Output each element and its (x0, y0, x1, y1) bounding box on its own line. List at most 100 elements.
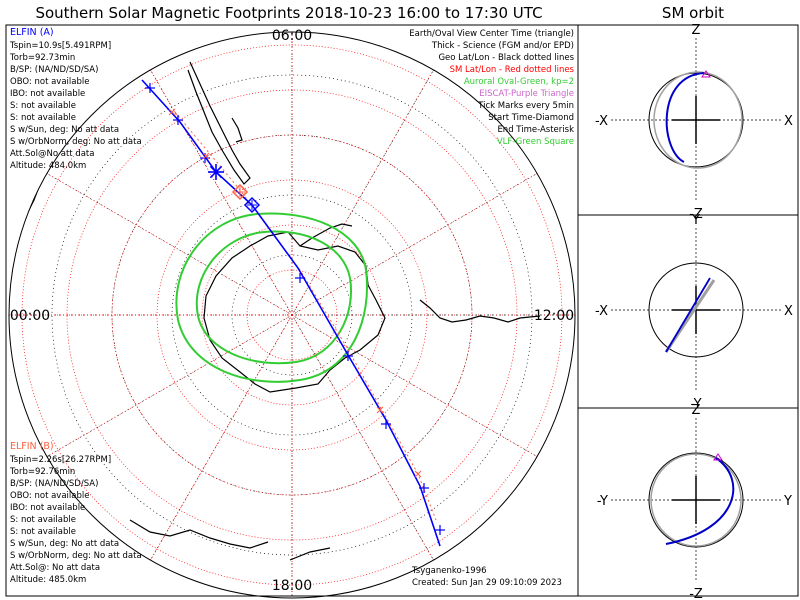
australia-coast (129, 519, 269, 549)
sm-lon-line (46, 173, 293, 316)
legend: Earth/Oval View Center Time (triangle) Th… (409, 29, 574, 147)
orbit-axis-label: Z (692, 23, 701, 38)
info-line: OBO: not available (10, 77, 89, 87)
info-line: S w/OrbNorm, deg: No att data (10, 137, 142, 147)
sm-orbit-panels: Z -Z -X X Y -Y -X X Z -Z -Y Y (595, 23, 793, 600)
sm-grid (9, 32, 575, 596)
legend-line: Thick - Science (FGM and/or EPD) (431, 41, 574, 51)
orbit-panel: Z -Z -X X (595, 23, 793, 222)
sm-lon-line (291, 314, 434, 561)
sm-orbit-title: SM orbit (662, 4, 724, 22)
model-credit: Tsyganenko-1996 (411, 566, 487, 576)
info-line: Torb=92.73min (9, 53, 75, 63)
legend-line: VLF-Green Square (497, 137, 574, 147)
time-label-left: 00:00 (10, 308, 50, 324)
orbit-trace-a (665, 277, 711, 353)
elfin-b-tick (414, 470, 422, 478)
earth-circle (648, 72, 744, 168)
legend-line: Auroral Oval-Green, kp=2 (464, 77, 574, 87)
legend-line: Earth/Oval View Center Time (triangle) (409, 29, 574, 39)
info-line: S: not available (10, 515, 76, 525)
orbit-axis-label: X (784, 114, 793, 129)
elfin-b-tick (376, 406, 384, 414)
polar-map: 06:00 00:00 12:00 18:00 (8, 28, 576, 599)
elfin-a-info: ELFIN (A) Tspin=10.9s[5.491RPM] Torb=92.7… (9, 27, 142, 171)
legend-line: Tick Marks every 5min (477, 101, 574, 111)
earth-circle (648, 262, 744, 358)
info-line: S: not available (10, 527, 76, 537)
orbit-axis-label: Z (692, 403, 701, 418)
info-line: S w/Sun, deg: No att data (10, 125, 119, 135)
orbit-panel: Z -Z -Y Y (597, 403, 792, 600)
elfin-b-info: ELFIN (B) Tspin=2.26s[26.27RPM] Torb=92.7… (9, 441, 142, 585)
sm-lon-line (291, 314, 538, 457)
info-line: B/SP: (NA/ND/SD/SA) (10, 479, 98, 489)
elfin-b-tick (168, 108, 176, 116)
satellite-tracks (141, 79, 445, 547)
elfin-b-start-diamond (231, 183, 249, 201)
created-credit: Created: Sun Jan 29 09:10:09 2023 (412, 578, 562, 588)
orbit-trace-a (665, 457, 735, 545)
auroral-oval (175, 212, 368, 383)
elfin-a-name: ELFIN (A) (10, 27, 54, 38)
sm-lon-line (291, 173, 538, 316)
africa-coast (419, 299, 541, 323)
info-line: Altitude: 484.0km (10, 161, 86, 171)
info-line: Torb=92.76min (9, 467, 75, 477)
legend-line: Start Time-Diamond (488, 113, 574, 123)
info-line: Att.Sol@: No att data (10, 563, 100, 573)
sm-lon-line (150, 314, 293, 561)
time-label-right: 12:00 (534, 308, 574, 324)
orbit-trace-b (653, 71, 743, 169)
australia-coast-2 (289, 547, 331, 561)
orbit-panel: Y -Y -X X (595, 213, 793, 412)
orbit-frame-bot (577, 407, 799, 597)
orbit-axis-label: -Y (690, 397, 701, 412)
info-line: OBO: not available (10, 491, 89, 501)
earth-circle (648, 452, 744, 548)
sm-lon-line (46, 314, 293, 457)
tasmania-coast (231, 117, 243, 143)
info-line: S: not available (10, 101, 76, 111)
sm-lon-line (150, 69, 293, 316)
orbit-axis-label: -X (595, 304, 608, 319)
sm-lon-line (291, 69, 434, 316)
orbit-axis-label: -Z (689, 207, 703, 222)
orbit-axis-label: -Y (597, 494, 608, 509)
legend-line: EISCAT-Purple Triangle (479, 89, 574, 99)
orbit-axis-label: Y (783, 494, 792, 509)
legend-line: Geo Lat/Lon - Black dotted lines (438, 53, 574, 63)
orbit-axis-label: -Z (689, 587, 703, 600)
info-line: Tspin=2.26s[26.27RPM] (9, 455, 111, 465)
plot-title: Southern Solar Magnetic Footprints 2018-… (35, 4, 542, 22)
antarctic-peninsula (299, 223, 353, 247)
polar-outline (8, 31, 576, 599)
end-time-asterisk (209, 165, 223, 179)
info-line: S w/Sun, deg: No att data (10, 539, 119, 549)
oval-outer (175, 212, 368, 383)
info-line: Altitude: 485.0km (10, 575, 86, 585)
info-line: B/SP: (NA/ND/SD/SA) (10, 65, 98, 75)
info-line: Att.Sol@No att data (10, 149, 94, 159)
orbit-trace-b (650, 453, 742, 547)
orbit-frame-mid (577, 214, 799, 409)
south-america-coast (187, 61, 251, 185)
info-line: IBO: not available (10, 503, 85, 513)
elfin-b-tick (202, 152, 210, 160)
legend-line: SM Lat/Lon - Red dotted lines (450, 65, 575, 75)
info-line: S w/OrbNorm, deg: No att data (10, 551, 142, 561)
orbit-axis-label: -X (595, 114, 608, 129)
legend-line: End Time-Asterisk (497, 125, 574, 135)
elfin-b-name: ELFIN (B) (10, 441, 54, 452)
info-line: IBO: not available (10, 89, 85, 99)
orbit-trace-a (665, 72, 705, 163)
info-line: S: not available (10, 113, 76, 123)
antarctica-coast (203, 231, 386, 393)
view-triangle (701, 70, 711, 78)
oval-inner (195, 230, 352, 365)
time-label-top: 06:00 (272, 28, 312, 44)
orbit-axis-label: Y (691, 213, 700, 228)
elfin-a-track (141, 79, 441, 547)
orbit-axis-label: X (784, 304, 793, 319)
